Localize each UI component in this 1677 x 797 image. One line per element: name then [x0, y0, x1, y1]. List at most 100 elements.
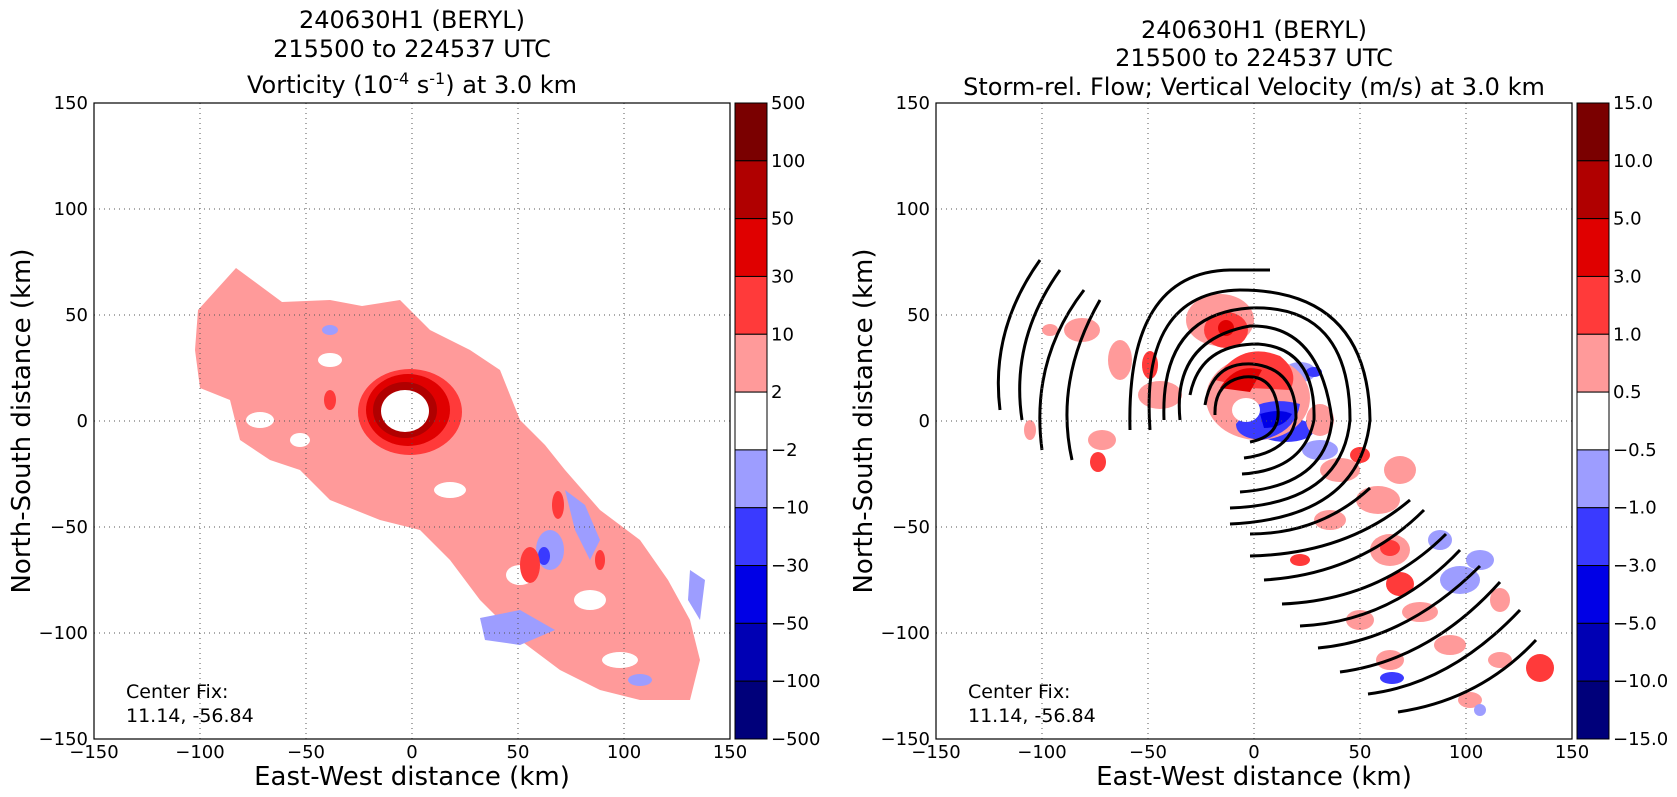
colorbar-tick-label: 1.0 [1613, 324, 1642, 345]
x-tick-label: 50 [507, 742, 530, 763]
x-tick-label: −100 [175, 742, 224, 763]
y-tick-label: 50 [65, 305, 88, 326]
chart1-colorbar: 500 100 50 30 10 2 −2 −10 −30 −50 −100 −500 [734, 93, 820, 750]
y-tick-label: 50 [907, 305, 930, 326]
x-tick-label: −50 [287, 742, 325, 763]
x-tick-label: 0 [406, 742, 417, 763]
colorbar-swatch [734, 218, 768, 277]
colorbar-tick-label: −10.0 [1613, 671, 1668, 692]
colorbar-swatch [734, 449, 768, 509]
x-tick-label: 100 [1449, 742, 1483, 763]
y-tick-label: −150 [39, 729, 88, 750]
colorbar-tick-label: −0.5 [1613, 440, 1657, 461]
colorbar-tick-label: −3.0 [1613, 556, 1657, 577]
chart2-plot-frame [935, 102, 1573, 740]
colorbar-swatch [734, 160, 768, 220]
colorbar-tick-label: −5.0 [1613, 613, 1657, 634]
chart1-grid [94, 103, 730, 739]
chart2-title-line3: Storm-rel. Flow; Vertical Velocity (m/s)… [963, 73, 1545, 101]
colorbar-swatch [734, 333, 768, 393]
y-tick-label: 0 [77, 411, 88, 432]
chart2-x-ticks: −150 −100 −50 0 50 100 150 [911, 742, 1589, 763]
colorbar-tick-label: 15.0 [1613, 93, 1653, 114]
chart1-title-line1: 240630H1 (BERYL) [299, 6, 525, 34]
colorbar-tick-label: 50 [771, 209, 794, 230]
colorbar-swatch [734, 275, 768, 335]
chart1-plot-frame [93, 102, 731, 740]
colorbar-swatch [1576, 391, 1610, 451]
y-tick-label: −50 [50, 517, 88, 538]
chart2-title-line1: 240630H1 (BERYL) [1141, 16, 1367, 44]
chart1-x-ticks: −150 −100 −50 0 50 100 150 [69, 742, 747, 763]
y-tick-label: 100 [896, 199, 930, 220]
colorbar-swatch [1576, 160, 1610, 220]
colorbar-tick-label: −1.0 [1613, 498, 1657, 519]
colorbar-swatch [1576, 622, 1610, 682]
colorbar-tick-label: 3.0 [1613, 266, 1642, 287]
chart2-y-ticks: −150 −100 −50 0 50 100 150 [881, 93, 930, 750]
colorbar-swatch [1576, 333, 1610, 393]
colorbar-swatch [734, 565, 768, 624]
colorbar-swatch [734, 102, 768, 162]
x-tick-label: 100 [607, 742, 641, 763]
colorbar-swatch [734, 622, 768, 682]
chart1-y-axis-label: North-South distance (km) [7, 248, 37, 593]
y-tick-label: −50 [892, 517, 930, 538]
colorbar-swatch [734, 391, 768, 451]
colorbar-tick-label: 100 [771, 151, 805, 172]
x-tick-label: 150 [1555, 742, 1589, 763]
y-tick-label: 150 [54, 93, 88, 114]
chart2-center-fix-value: 11.14, -56.84 [968, 705, 1096, 727]
chart1-center-fix-value: 11.14, -56.84 [126, 705, 254, 727]
chart2-colorbar: 15.0 10.0 5.0 3.0 1.0 0.5 −0.5 −1.0 −3.0 −5.0 −10.… [1576, 93, 1668, 750]
colorbar-tick-label: 30 [771, 266, 794, 287]
colorbar-tick-label: 10 [771, 324, 794, 345]
colorbar-swatch [1576, 218, 1610, 277]
y-tick-label: −150 [881, 729, 930, 750]
x-tick-label: 0 [1248, 742, 1259, 763]
colorbar-swatch [1576, 507, 1610, 567]
colorbar-tick-label: −30 [771, 556, 809, 577]
vorticity-panel: 240630H1 (BERYL) 215500 to 224537 UTC Vo… [7, 6, 820, 792]
y-tick-label: 100 [54, 199, 88, 220]
chart1-title-line2: 215500 to 224537 UTC [273, 35, 551, 63]
colorbar-tick-label: −2 [771, 440, 798, 461]
x-tick-label: −50 [1129, 742, 1167, 763]
chart1-title-line3: Vorticity (10-4 s-1) at 3.0 km [247, 69, 577, 99]
y-tick-label: −100 [39, 623, 88, 644]
chart2-grid [936, 103, 1572, 739]
storm-relative-streamlines [996, 259, 1538, 714]
chart1-y-ticks: −150 −100 −50 0 50 100 150 [39, 93, 88, 750]
colorbar-swatch [734, 507, 768, 567]
colorbar-tick-label: −15.0 [1613, 729, 1668, 750]
colorbar-swatch [1576, 565, 1610, 624]
colorbar-tick-label: 0.5 [1613, 382, 1642, 403]
colorbar-swatch [1576, 680, 1610, 740]
colorbar-tick-label: 500 [771, 93, 805, 114]
colorbar-tick-label: 10.0 [1613, 151, 1653, 172]
chart2-title-line2: 215500 to 224537 UTC [1115, 44, 1393, 72]
colorbar-tick-label: 5.0 [1613, 209, 1642, 230]
colorbar-swatch [1576, 449, 1610, 509]
chart2-y-axis-label: North-South distance (km) [849, 248, 879, 593]
colorbar-tick-label: 2 [771, 382, 782, 403]
colorbar-swatch [734, 680, 768, 740]
y-tick-label: 150 [896, 93, 930, 114]
x-tick-label: 150 [713, 742, 747, 763]
chart2-center-fix-label: Center Fix: [968, 681, 1070, 703]
vertical-velocity-panel: 240630H1 (BERYL) 215500 to 224537 UTC St… [849, 16, 1668, 792]
y-tick-label: −100 [881, 623, 930, 644]
colorbar-tick-label: −500 [771, 729, 820, 750]
y-tick-label: 0 [919, 411, 930, 432]
chart2-x-axis-label: East-West distance (km) [1096, 762, 1412, 792]
colorbar-tick-label: −100 [771, 671, 820, 692]
colorbar-swatch [1576, 275, 1610, 335]
x-tick-label: −100 [1017, 742, 1066, 763]
x-tick-label: −150 [911, 742, 960, 763]
colorbar-tick-label: −50 [771, 613, 809, 634]
colorbar-swatch [1576, 102, 1610, 162]
x-tick-label: 50 [1349, 742, 1372, 763]
colorbar-tick-label: −10 [771, 498, 809, 519]
x-tick-label: −150 [69, 742, 118, 763]
